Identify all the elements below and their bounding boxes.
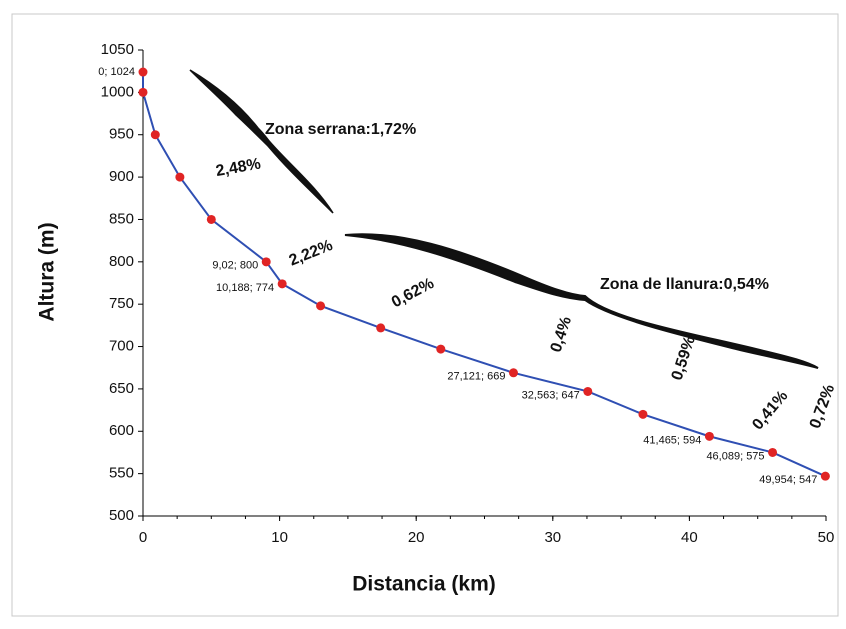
y-tick-label: 800 <box>109 253 134 270</box>
serrana-curve <box>189 69 334 214</box>
y-tick-label: 500 <box>109 507 134 524</box>
point-label: 49,954; 547 <box>759 474 817 486</box>
point-label: 0; 1024 <box>98 66 135 78</box>
y-tick-label: 600 <box>109 422 134 439</box>
y-tick-label: 750 <box>109 295 134 312</box>
data-point <box>277 279 287 289</box>
x-tick-label: 20 <box>408 529 425 546</box>
x-tick-label: 40 <box>681 529 698 546</box>
point-label: 10,188; 774 <box>216 282 274 294</box>
y-tick-label: 1050 <box>101 41 134 58</box>
y-tick-label: 650 <box>109 380 134 397</box>
x-tick-label: 50 <box>818 529 835 546</box>
data-point <box>138 67 148 77</box>
data-point <box>175 172 185 182</box>
data-point <box>376 323 386 333</box>
point-label: 32,563; 647 <box>522 389 580 401</box>
data-point <box>436 344 446 354</box>
data-point <box>138 87 148 97</box>
y-tick-label: 900 <box>109 168 134 185</box>
y-tick-label: 850 <box>109 210 134 227</box>
series-line <box>142 72 826 478</box>
x-axis-title: Distancia (km) <box>352 573 496 596</box>
data-point <box>206 214 216 224</box>
point-label: 27,121; 669 <box>447 371 505 383</box>
annotation: Zona de llanura:0,54% <box>600 276 769 293</box>
data-point <box>583 386 593 396</box>
y-tick-label: 1000 <box>101 83 134 100</box>
point-label: 41,465; 594 <box>643 434 701 446</box>
y-tick-label: 550 <box>109 465 134 482</box>
y-tick-label: 950 <box>109 126 134 143</box>
x-tick-label: 0 <box>139 529 147 546</box>
x-tick-label: 10 <box>271 529 288 546</box>
data-point <box>638 409 648 419</box>
y-axis-title: Altura (m) <box>36 222 59 321</box>
x-tick-label: 30 <box>544 529 561 546</box>
data-point <box>261 257 271 267</box>
point-label: 46,089; 575 <box>706 450 764 462</box>
y-tick-label: 700 <box>109 338 134 355</box>
data-point <box>508 368 518 378</box>
frame <box>11 13 839 617</box>
data-point <box>820 471 830 481</box>
data-point <box>316 301 326 311</box>
data-point <box>704 431 714 441</box>
llanura-curve <box>344 233 819 369</box>
data-point <box>768 447 778 457</box>
point-label: 9,02; 800 <box>212 260 258 272</box>
data-point <box>150 130 160 140</box>
annotation: Zona serrana:1,72% <box>265 121 416 138</box>
